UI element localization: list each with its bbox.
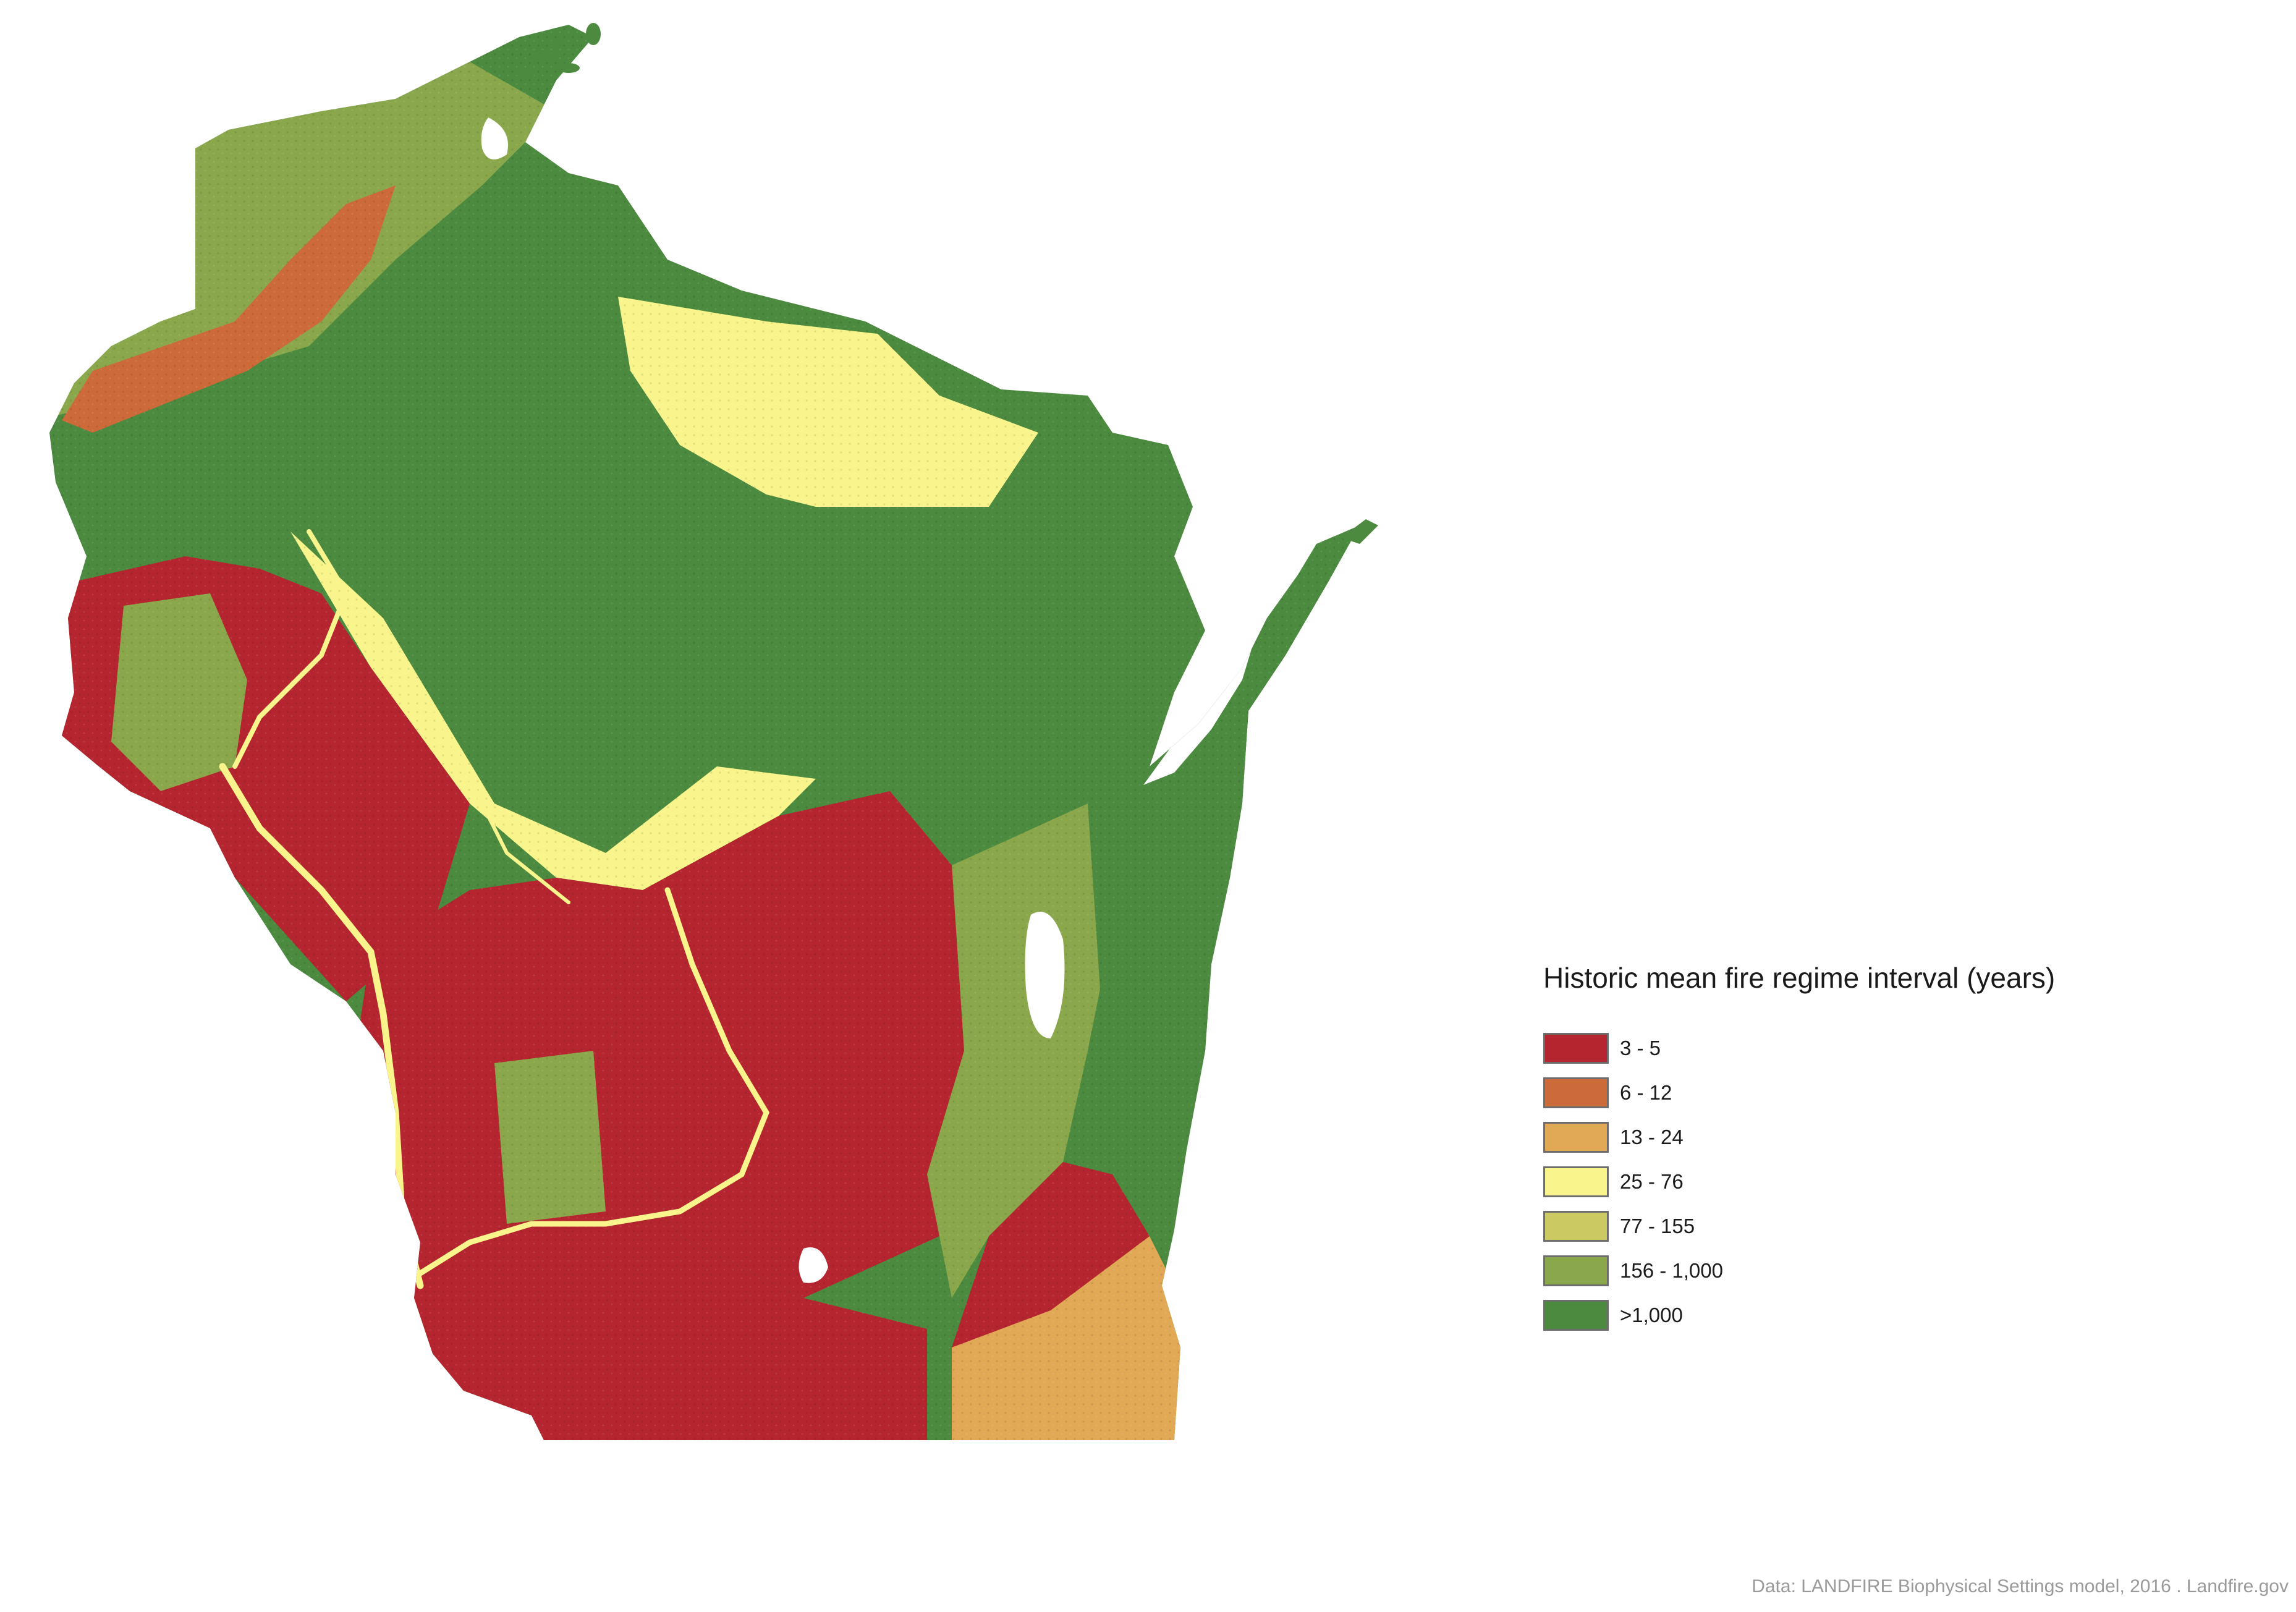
- legend-item-over-1000: >1,000: [1543, 1299, 2099, 1332]
- river-wisconsin-river: [417, 887, 770, 1276]
- legend-swatch: [1543, 1122, 1609, 1153]
- legend-swatch: [1543, 1211, 1609, 1242]
- legend-item-6-12: 6 - 12: [1543, 1076, 2099, 1109]
- legend-item-13-24: 13 - 24: [1543, 1121, 2099, 1154]
- legend-label: 3 - 5: [1620, 1037, 1661, 1059]
- legend-item-3-5: 3 - 5: [1543, 1032, 2099, 1065]
- terrain-texture: [49, 25, 1360, 1440]
- door-tip: [1341, 519, 1378, 544]
- data-credit: Data: LANDFIRE Biophysical Settings mode…: [1752, 1576, 2289, 1597]
- legend: Historic mean fire regime interval (year…: [1543, 961, 2099, 1343]
- legend-item-156-1000: 156 - 1,000: [1543, 1254, 2099, 1287]
- map-regions: [49, 25, 1360, 1440]
- water-chequamegon-bay: [481, 117, 508, 159]
- apostle-islands: [517, 23, 601, 78]
- legend-item-25-76: 25 - 76: [1543, 1165, 2099, 1198]
- river-black-river: [431, 703, 570, 904]
- legend-swatch: [1543, 1077, 1609, 1108]
- legend-label: 13 - 24: [1620, 1126, 1684, 1148]
- legend-swatch: [1543, 1166, 1609, 1197]
- legend-title: Historic mean fire regime interval (year…: [1543, 962, 2056, 994]
- legend-label: >1,000: [1620, 1304, 1683, 1326]
- legend-swatch: [1543, 1255, 1609, 1286]
- legend-label: 77 - 155: [1620, 1215, 1695, 1237]
- legend-label: 6 - 12: [1620, 1081, 1672, 1104]
- legend-item-77-155: 77 - 155: [1543, 1210, 2099, 1243]
- legend-swatch: [1543, 1033, 1609, 1064]
- map-canvas: [49, 23, 1378, 1440]
- legend-swatch: [1543, 1300, 1609, 1331]
- wisconsin-map: [49, 23, 1378, 1440]
- legend-label: 156 - 1,000: [1620, 1259, 1723, 1282]
- legend-items: 3 - 5 6 - 12 13 - 24 25 - 76 77 - 155 15…: [1543, 1032, 2099, 1332]
- legend-label: 25 - 76: [1620, 1170, 1684, 1193]
- water-lake-wisconsin: [799, 1247, 828, 1283]
- river-chippewa-river: [232, 529, 349, 769]
- water-lake-winnebago: [1025, 912, 1065, 1038]
